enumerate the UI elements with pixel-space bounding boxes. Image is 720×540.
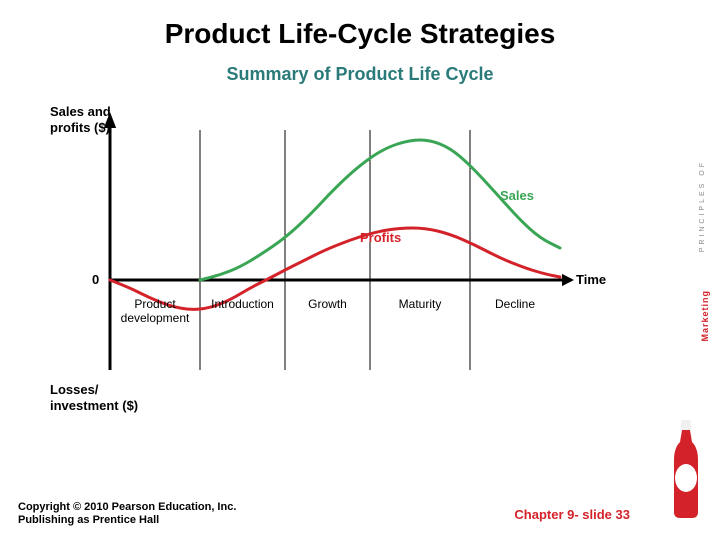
brand-smalltext: PRINCIPLES OF [699,160,706,252]
y-axis-label-bottom: Losses/investment ($) [50,382,138,413]
bottle-icon [668,420,704,520]
slide-title: Product Life-Cycle Strategies [0,0,720,50]
brand-word: Marketing [700,290,710,342]
copyright-line1: Copyright © 2010 Pearson Education, Inc. [18,501,236,515]
series-label-profits: Profits [360,230,401,245]
x-axis-label: Time [576,272,606,288]
slide-subtitle: Summary of Product Life Cycle [0,50,720,85]
series-label-sales: Sales [500,188,534,203]
copyright-line2: Publishing as Prentice Hall [18,514,236,528]
stage-label: Introduction [198,298,288,312]
chapter-slide: Chapter 9- slide 33 [514,507,630,522]
stage-label: Growth [283,298,373,312]
stage-label: Decline [470,298,560,312]
plc-chart: Sales andprofits ($) 0 Time Losses/inves… [50,110,630,450]
stage-label: Productdevelopment [110,298,200,326]
zero-label: 0 [92,272,99,288]
stage-label: Maturity [375,298,465,312]
copyright: Copyright © 2010 Pearson Education, Inc.… [18,501,236,529]
brand-strip: PRINCIPLES OF Marketing [652,160,712,520]
y-axis-label-top: Sales andprofits ($) [50,104,111,135]
